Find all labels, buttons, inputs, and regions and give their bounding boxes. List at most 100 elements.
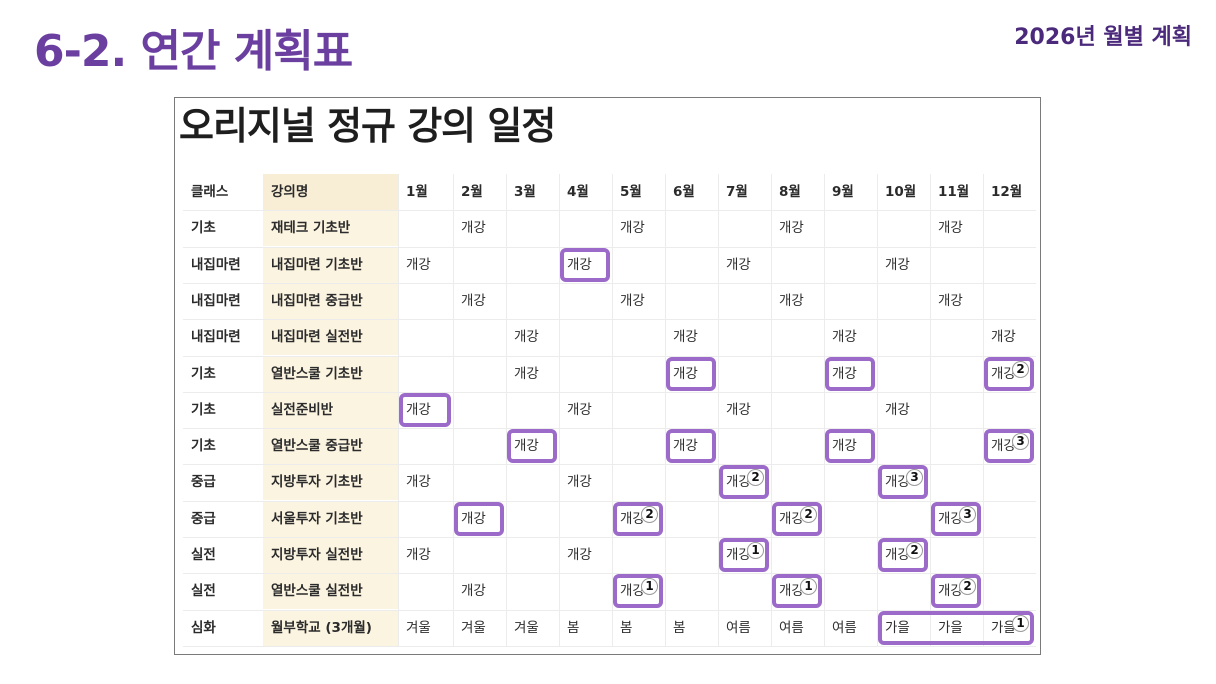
schedule-cell: 가을 xyxy=(938,620,963,636)
schedule-cell xyxy=(506,392,559,428)
schedule-cell: 개강 xyxy=(885,474,910,490)
schedule-cell: 개강 xyxy=(514,366,539,382)
highlight-box xyxy=(613,574,663,609)
schedule-cell: 개강 xyxy=(620,511,645,527)
step-number-badge: 2 xyxy=(800,506,817,523)
schedule-cell xyxy=(398,573,453,609)
schedule-cell xyxy=(930,428,983,464)
slide-subtitle: 2026년 월별 계획 xyxy=(1014,25,1192,50)
schedule-cell: 봄 xyxy=(620,620,633,636)
column-header: 2월 xyxy=(461,184,483,200)
highlight-box xyxy=(613,502,663,537)
schedule-cell: 개강 xyxy=(938,583,963,599)
schedule-cell xyxy=(930,356,983,392)
schedule-cell: 개강 xyxy=(726,474,751,490)
schedule-panel: 오리지널 정규 강의 일정 클래스 강의명 1월 2월 3월 4월 5월 6월 7월 8월 9월 10… xyxy=(174,97,1041,655)
column-header: 강의명 xyxy=(263,174,398,211)
column-header: 클래스 xyxy=(191,184,229,200)
schedule-cell: 개강 xyxy=(991,329,1016,345)
schedule-cell xyxy=(398,210,453,246)
class-cell: 실전 xyxy=(191,547,216,563)
course-name-cell: 내집마련 실전반 xyxy=(263,319,398,356)
schedule-cell: 개강 xyxy=(406,474,431,490)
column-header: 4월 xyxy=(567,184,589,200)
schedule-cell xyxy=(718,210,771,246)
schedule-cell xyxy=(824,210,877,246)
schedule-cell xyxy=(877,283,930,319)
schedule-cell: 개강 xyxy=(832,438,857,454)
course-name-cell: 재테크 기초반 xyxy=(263,210,398,247)
schedule-cell xyxy=(398,356,453,392)
highlight-box xyxy=(772,574,822,609)
schedule-cell: 가을 xyxy=(991,620,1016,636)
schedule-cell: 개강 xyxy=(779,220,804,236)
schedule-cell: 개강 xyxy=(514,438,539,454)
schedule-cell: 여름 xyxy=(779,620,804,636)
column-header: 6월 xyxy=(673,184,695,200)
schedule-cell: 봄 xyxy=(567,620,580,636)
schedule-cell: 개강 xyxy=(406,402,431,418)
schedule-cell xyxy=(506,501,559,537)
schedule-cell xyxy=(665,537,718,573)
highlight-box xyxy=(772,502,822,537)
row-divider xyxy=(183,428,1036,429)
schedule-cell xyxy=(453,247,506,283)
schedule-cell xyxy=(824,392,877,428)
column-header: 3월 xyxy=(514,184,536,200)
schedule-cell xyxy=(612,356,665,392)
schedule-cell xyxy=(877,210,930,246)
schedule-cell xyxy=(930,464,983,500)
schedule-cell: 개강 xyxy=(726,257,751,273)
schedule-cell: 개강 xyxy=(779,511,804,527)
schedule-cell xyxy=(930,537,983,573)
schedule-cell xyxy=(771,247,824,283)
schedule-cell xyxy=(824,537,877,573)
schedule-cell xyxy=(506,537,559,573)
schedule-cell xyxy=(665,247,718,283)
course-name-cell: 내집마련 중급반 xyxy=(263,283,398,320)
schedule-cell xyxy=(983,464,1036,500)
highlight-box xyxy=(666,429,716,464)
step-number-badge: 2 xyxy=(906,542,923,559)
row-divider xyxy=(183,464,1036,465)
schedule-cell: 개강 xyxy=(620,583,645,599)
schedule-cell: 개강 xyxy=(620,293,645,309)
schedule-cell xyxy=(398,501,453,537)
step-number-badge: 3 xyxy=(959,506,976,523)
row-divider xyxy=(183,392,1036,393)
column-header: 9월 xyxy=(832,184,854,200)
schedule-cell: 개강 xyxy=(514,329,539,345)
highlight-box xyxy=(931,502,981,537)
column-divider xyxy=(398,174,399,646)
schedule-cell: 개강 xyxy=(567,257,592,273)
schedule-cell xyxy=(506,247,559,283)
schedule-cell: 개강 xyxy=(991,438,1016,454)
class-cell: 중급 xyxy=(191,474,216,490)
schedule-cell: 개강 xyxy=(938,220,963,236)
schedule-cell xyxy=(559,501,612,537)
course-name-cell: 실전준비반 xyxy=(263,392,398,429)
schedule-cell xyxy=(506,573,559,609)
class-cell: 실전 xyxy=(191,583,216,599)
class-cell: 중급 xyxy=(191,511,216,527)
schedule-cell: 개강 xyxy=(832,329,857,345)
row-divider xyxy=(183,356,1036,357)
schedule-cell: 개강 xyxy=(726,402,751,418)
row-divider xyxy=(183,501,1036,502)
highlight-box xyxy=(399,393,451,428)
column-header: 10월 xyxy=(885,184,917,200)
step-number-badge: 2 xyxy=(747,469,764,486)
column-header: 8월 xyxy=(779,184,801,200)
schedule-cell: 개강 xyxy=(461,293,486,309)
schedule-cell xyxy=(453,537,506,573)
schedule-cell: 개강 xyxy=(779,293,804,309)
step-number-badge: 3 xyxy=(1012,433,1029,450)
schedule-cell: 개강 xyxy=(673,366,698,382)
schedule-cell: 개강 xyxy=(620,220,645,236)
row-divider xyxy=(183,573,1036,574)
schedule-cell xyxy=(930,392,983,428)
column-divider xyxy=(506,174,507,646)
schedule-cell xyxy=(877,428,930,464)
row-divider xyxy=(183,537,1036,538)
schedule-cell xyxy=(506,210,559,246)
